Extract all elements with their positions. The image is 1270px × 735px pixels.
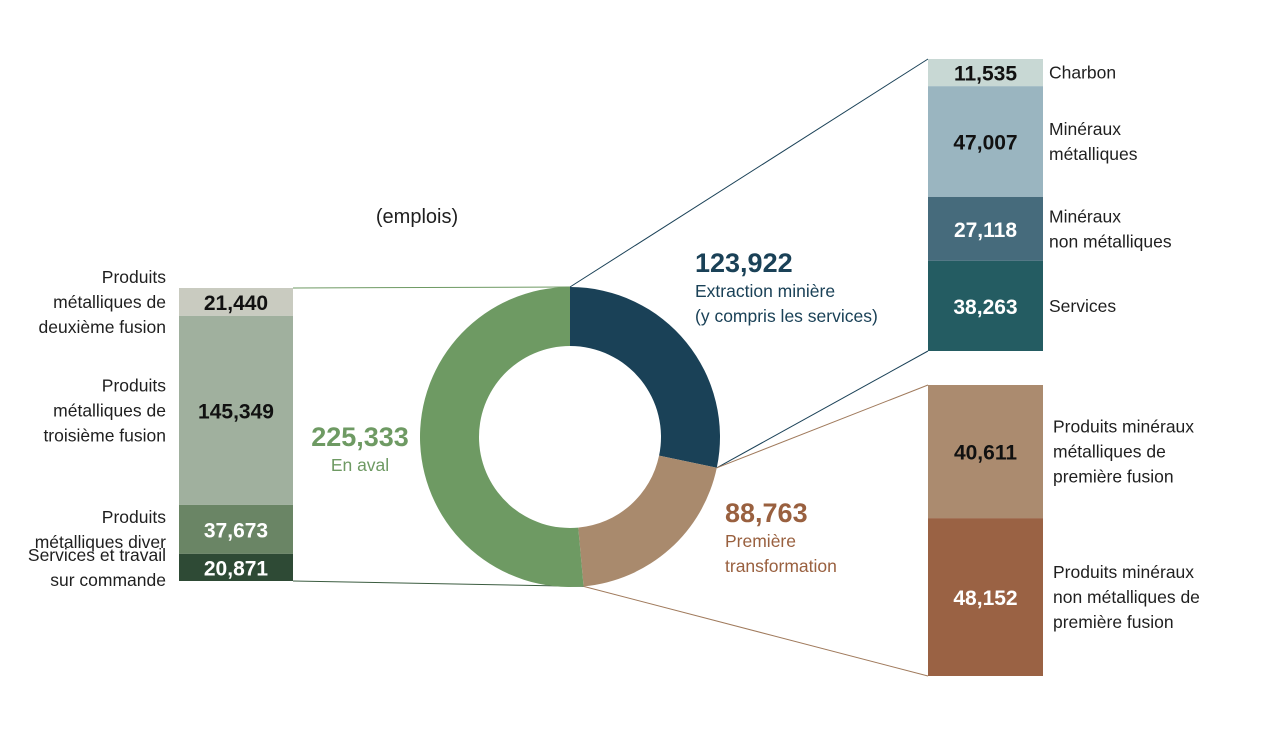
segment-value-label: 48,152: [953, 587, 1017, 610]
connector-line: [292, 286, 571, 289]
bar-segment: [928, 86, 1043, 197]
segment-category-label: Charbon: [1049, 63, 1116, 83]
segment-category-label: Produits minéraux non métalliques de premi…: [1053, 562, 1200, 632]
donut-slice: [578, 455, 717, 587]
segment-value-label: 21,440: [204, 292, 268, 315]
segment-category-label: Minéraux non métalliques: [1049, 206, 1172, 251]
segment-category-label: Services: [1049, 296, 1116, 316]
segment-value-label: 47,007: [953, 132, 1017, 155]
bar-segment: [179, 315, 293, 505]
donut-slice: [570, 287, 720, 468]
donut-value-label: 225,333: [311, 422, 409, 452]
segment-value-label: 27,118: [954, 219, 1017, 242]
segment-value-label: 20,871: [204, 557, 269, 580]
connector-line: [716, 384, 929, 469]
donut-chart: [419, 287, 720, 587]
downstream-breakdown-bar: 21,440 Produits métalliques de deuxième fus…: [28, 267, 293, 590]
bar-segment: [928, 385, 1043, 519]
unit-label: (emplois): [376, 206, 458, 228]
bar-segment: [928, 260, 1043, 351]
segment-category-label: Minéraux métalliques: [1049, 119, 1138, 164]
primary-processing-breakdown-bar: 40,611 Produits minéraux métalliques de pre…: [928, 385, 1200, 676]
donut-value-label: 123,922: [695, 248, 793, 278]
bar-segment: [179, 288, 293, 316]
segment-value-label: 38,263: [953, 296, 1017, 319]
connector-line: [716, 350, 929, 469]
segment-value-label: 11,535: [954, 63, 1017, 86]
segment-category-label: Produits métalliques diver: [35, 507, 167, 552]
bar-segment: [928, 59, 1043, 87]
connector-lines: [292, 58, 929, 677]
segment-category-label: Produits minéraux métalliques de première …: [1053, 417, 1194, 487]
connector-line: [569, 58, 929, 288]
donut-category-label: Première transformation: [725, 531, 837, 576]
segment-category-label: Services et travail sur commande: [28, 545, 166, 590]
connector-line: [292, 580, 584, 587]
mining-breakdown-bar: 11,535 Charbon 47,007 Minéraux métalliques 27…: [928, 59, 1172, 351]
bar-segment: [179, 553, 293, 581]
donut-category-label: Extraction minière (y compris les service…: [695, 281, 878, 326]
donut-value-label: 88,763: [725, 498, 808, 528]
bar-segment: [928, 518, 1043, 676]
segment-value-label: 145,349: [198, 400, 274, 423]
donut-category-label: En aval: [331, 455, 389, 475]
donut-slice: [419, 287, 584, 587]
segment-value-label: 40,611: [954, 442, 1017, 465]
connector-line: [583, 585, 929, 677]
segment-category-label: Produits métalliques de deuxième fusion: [39, 267, 167, 337]
bar-segment: [928, 196, 1043, 261]
segment-value-label: 37,673: [204, 519, 268, 542]
segment-category-label: Produits métalliques de troisième fusion: [43, 375, 166, 445]
bar-segment: [179, 504, 293, 554]
